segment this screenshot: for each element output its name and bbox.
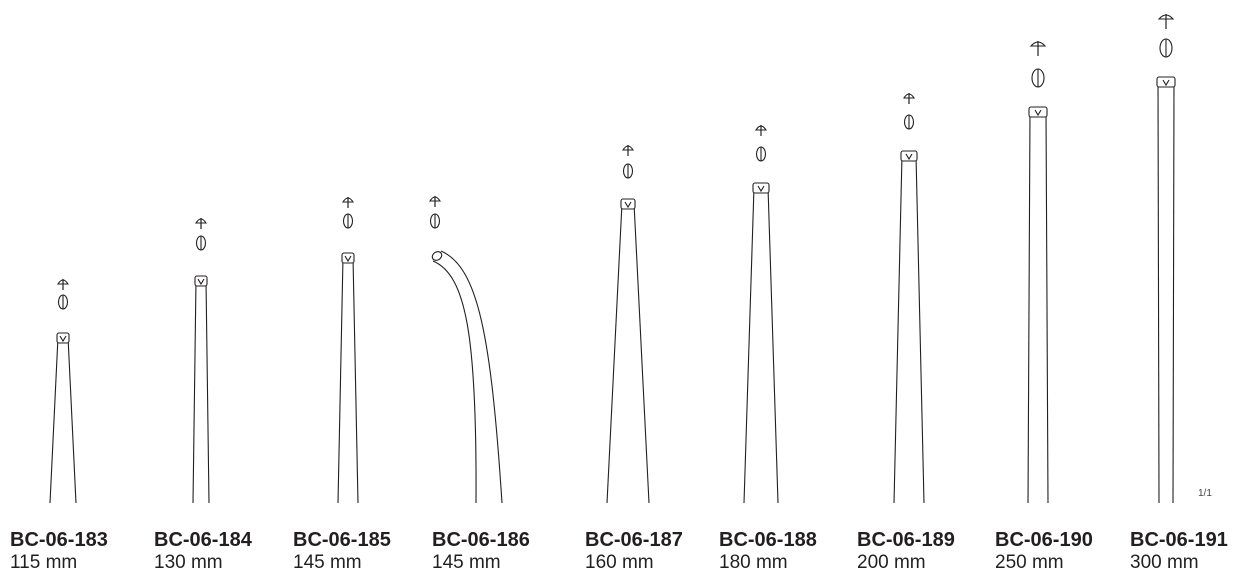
product-length: 145 mm xyxy=(432,552,501,573)
instrument-jaw-outline xyxy=(1027,110,1031,504)
product-code: BC-06-187 xyxy=(585,529,683,551)
product-code: BC-06-191 xyxy=(1130,529,1228,551)
tip-profile-icon xyxy=(195,218,207,224)
product-code: BC-06-185 xyxy=(293,529,391,551)
product-length: 300 mm xyxy=(1130,552,1199,573)
instrument-jaw-outline xyxy=(633,202,650,504)
tip-detail xyxy=(757,185,765,193)
tip-detail xyxy=(905,153,913,161)
tip-profile-icon xyxy=(903,93,915,99)
product-code: BC-06-183 xyxy=(10,529,108,551)
tip-detail xyxy=(1034,109,1042,117)
instrument-jaw-outline xyxy=(49,336,59,504)
product-caption: BC-06-188 180 mm xyxy=(719,528,817,574)
instrument-jaw-outline xyxy=(67,336,77,504)
product-caption: BC-06-184 130 mm xyxy=(154,528,252,574)
instrument-jaw-outline xyxy=(606,202,623,504)
product-code: BC-06-184 xyxy=(154,529,252,551)
instrument-jaw-outline xyxy=(1172,80,1175,504)
tip-detail xyxy=(59,335,67,343)
product-code: BC-06-190 xyxy=(995,529,1093,551)
tip-detail xyxy=(624,201,632,209)
product-length: 145 mm xyxy=(293,552,362,573)
product-caption: BC-06-186 145 mm xyxy=(432,528,530,574)
instrument-jaw-outline xyxy=(192,279,197,504)
tip-detail xyxy=(341,252,355,264)
product-code: BC-06-188 xyxy=(719,529,817,551)
instrument-jaw-outline xyxy=(205,279,210,504)
tip-profile-icon xyxy=(57,279,69,285)
instrument-jaw-outline xyxy=(1157,80,1160,504)
product-caption: BC-06-183 115 mm xyxy=(10,528,108,574)
instrument-jaw-outline xyxy=(337,256,344,504)
instrument-jaw-outline xyxy=(352,256,359,504)
product-length: 160 mm xyxy=(585,552,654,573)
product-length: 130 mm xyxy=(154,552,223,573)
product-length: 200 mm xyxy=(857,552,926,573)
tip-detail xyxy=(1156,76,1176,88)
product-caption: BC-06-187 160 mm xyxy=(585,528,683,574)
tip-detail xyxy=(620,198,636,210)
product-length: 115 mm xyxy=(10,552,78,573)
instrument-jaw-outline xyxy=(440,250,503,504)
tip-detail xyxy=(1162,79,1170,87)
tip-detail xyxy=(752,182,770,194)
product-code: BC-06-186 xyxy=(432,529,530,551)
tip-profile-icon xyxy=(342,197,354,203)
product-caption: BC-06-191 300 mm xyxy=(1130,528,1228,574)
tip-detail xyxy=(194,275,208,287)
instrument-jaw-outline xyxy=(1045,110,1049,504)
tip-detail xyxy=(1028,106,1048,118)
product-length: 180 mm xyxy=(719,552,788,573)
instrument-jaw-outline xyxy=(743,186,755,504)
product-code: BC-06-189 xyxy=(857,529,955,551)
scale-note: 1/1 xyxy=(1198,488,1212,499)
tip-profile-icon xyxy=(429,196,441,202)
tip-profile-icon xyxy=(1029,41,1047,47)
tip-detail xyxy=(431,251,443,261)
tip-detail xyxy=(344,255,352,263)
product-caption: BC-06-185 145 mm xyxy=(293,528,391,574)
tip-detail xyxy=(900,150,918,162)
tip-detail xyxy=(197,278,205,286)
tip-profile-icon xyxy=(1157,14,1175,20)
product-caption: BC-06-189 200 mm xyxy=(857,528,955,574)
tip-detail xyxy=(56,332,70,344)
product-length: 250 mm xyxy=(995,552,1064,573)
instrument-jaw-outline xyxy=(432,260,477,504)
instrument-jaw-outline xyxy=(767,186,779,504)
instrument-jaw-outline xyxy=(893,154,903,504)
instrument-jaw-outline xyxy=(915,154,925,504)
product-caption: BC-06-190 250 mm xyxy=(995,528,1093,574)
tip-profile-icon xyxy=(755,125,767,131)
tip-profile-icon xyxy=(622,145,634,151)
